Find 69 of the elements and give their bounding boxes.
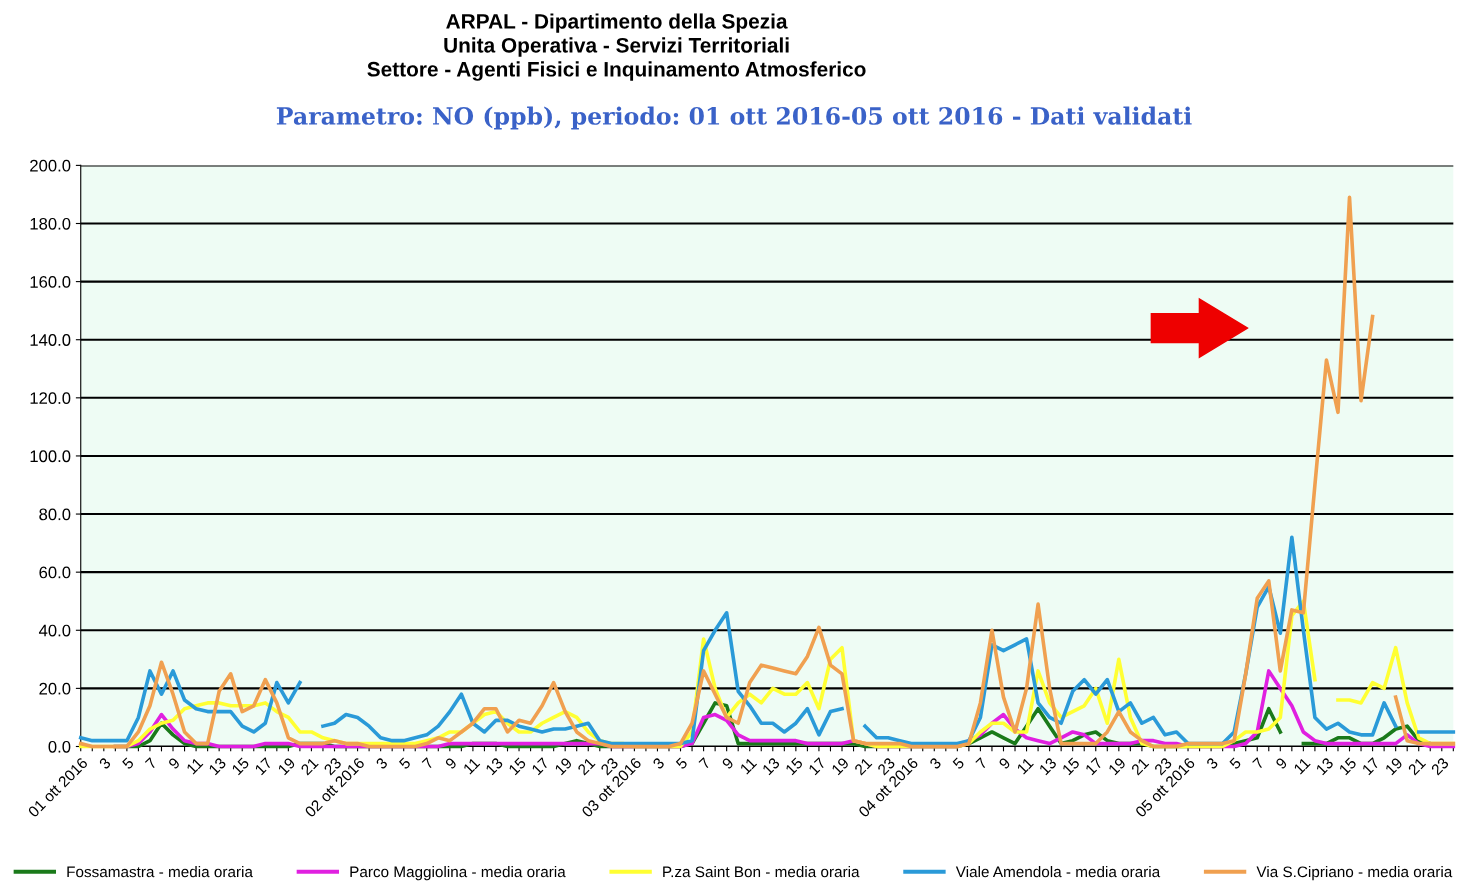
y-tick-label: 100.0: [30, 450, 71, 463]
x-tick-label: 11: [186, 757, 204, 775]
x-tick-label: 19: [831, 757, 850, 776]
x-tick-label: 11: [1293, 757, 1311, 775]
x-tick-label: 9: [444, 757, 458, 770]
x-tick-label: 9: [721, 757, 735, 770]
x-tick-label: 5: [121, 757, 135, 770]
x-tick-label: 17: [254, 757, 273, 776]
y-tick-label: 60.0: [39, 566, 71, 579]
x-tick-label: 17: [1361, 757, 1380, 776]
x-tick-label: 17: [531, 757, 550, 776]
x-tick-label: 19: [277, 757, 296, 776]
x-tick-label: 23: [1430, 756, 1450, 776]
x-tick-label: 3: [375, 756, 389, 770]
x-tick-label: 13: [1315, 756, 1334, 776]
chart-subtitle: Parametro: NO (ppb), periodo: 01 ott 2016-05 ott 2016 - Dati validati: [276, 106, 1192, 130]
x-tick-label: 3: [1205, 756, 1219, 770]
y-tick-label: 140.0: [30, 334, 71, 346]
legend-label: Viale Amendola - media oraria: [955, 866, 1161, 878]
x-tick-label: 11: [1016, 757, 1034, 775]
x-tick-label: 13: [1038, 756, 1058, 776]
legend-label: Parco Maggiolina - media oraria: [350, 866, 566, 881]
x-tick-label: 15: [231, 757, 250, 776]
x-tick-label: 13: [761, 756, 781, 776]
x-tick-label: 19: [1107, 757, 1127, 776]
x-tick-label: 21: [853, 757, 873, 776]
y-tick-label: 120.0: [30, 392, 71, 405]
x-tick-label: 15: [1061, 757, 1081, 776]
x-tick-label: 9: [998, 757, 1011, 770]
x-tick-label: 5: [952, 757, 965, 770]
y-tick-label: 0.0: [48, 740, 71, 753]
x-tick-label: 9: [167, 757, 181, 770]
y-tick-label: 80.0: [39, 508, 71, 521]
x-tick-label: 3: [928, 756, 942, 770]
x-tick-label: 7: [144, 757, 158, 770]
x-tick-label: 7: [698, 757, 711, 770]
x-tick-label: 21: [300, 757, 319, 776]
x-tick-label: 5: [1228, 757, 1242, 770]
x-tick-label: 17: [808, 757, 827, 776]
y-tick-label: 20.0: [39, 682, 71, 695]
y-tick-label: 180.0: [30, 217, 71, 230]
y-tick-label: 200.0: [30, 159, 71, 172]
x-tick-label: 7: [975, 757, 988, 770]
x-tick-label: 17: [1084, 757, 1104, 776]
x-tick-label: 7: [421, 757, 435, 770]
x-tick-label: 13: [208, 756, 227, 776]
x-tick-label: 21: [1130, 757, 1150, 776]
x-tick-label: 21: [1407, 757, 1427, 776]
x-tick-label: 19: [554, 757, 573, 776]
y-tick-label: 40.0: [38, 624, 71, 637]
x-tick-label: 3: [98, 756, 112, 770]
legend-label: Via S.Cipriano - media oraria: [1256, 866, 1453, 881]
x-tick-label: 13: [485, 756, 504, 776]
chart-title: ARPAL - Dipartimento della Spezia Unita Operativa - Servizi Territoriali Settore - Agenti Fisici e Inquinamento Atmosferico: [367, 13, 866, 81]
x-tick-label: 3: [652, 756, 665, 770]
x-tick-label: 11: [462, 757, 481, 775]
x-tick-label: 15: [785, 757, 804, 776]
x-tick-label: 7: [1252, 757, 1265, 770]
x-tick-label: 15: [508, 757, 527, 776]
x-tick-label: 21: [577, 757, 596, 776]
y-tick-label: 160.0: [30, 276, 71, 288]
legend-label: Fossamastra - media oraria: [67, 866, 253, 878]
legend-label: P.za Saint Bon - media oraria: [663, 866, 860, 878]
x-tick-label: 19: [1384, 757, 1404, 776]
x-tick-label: 9: [1275, 757, 1288, 770]
x-tick-label: 11: [739, 757, 758, 775]
x-tick-label: 5: [675, 757, 689, 770]
x-tick-label: 5: [398, 757, 412, 770]
x-tick-label: 15: [1338, 757, 1357, 776]
